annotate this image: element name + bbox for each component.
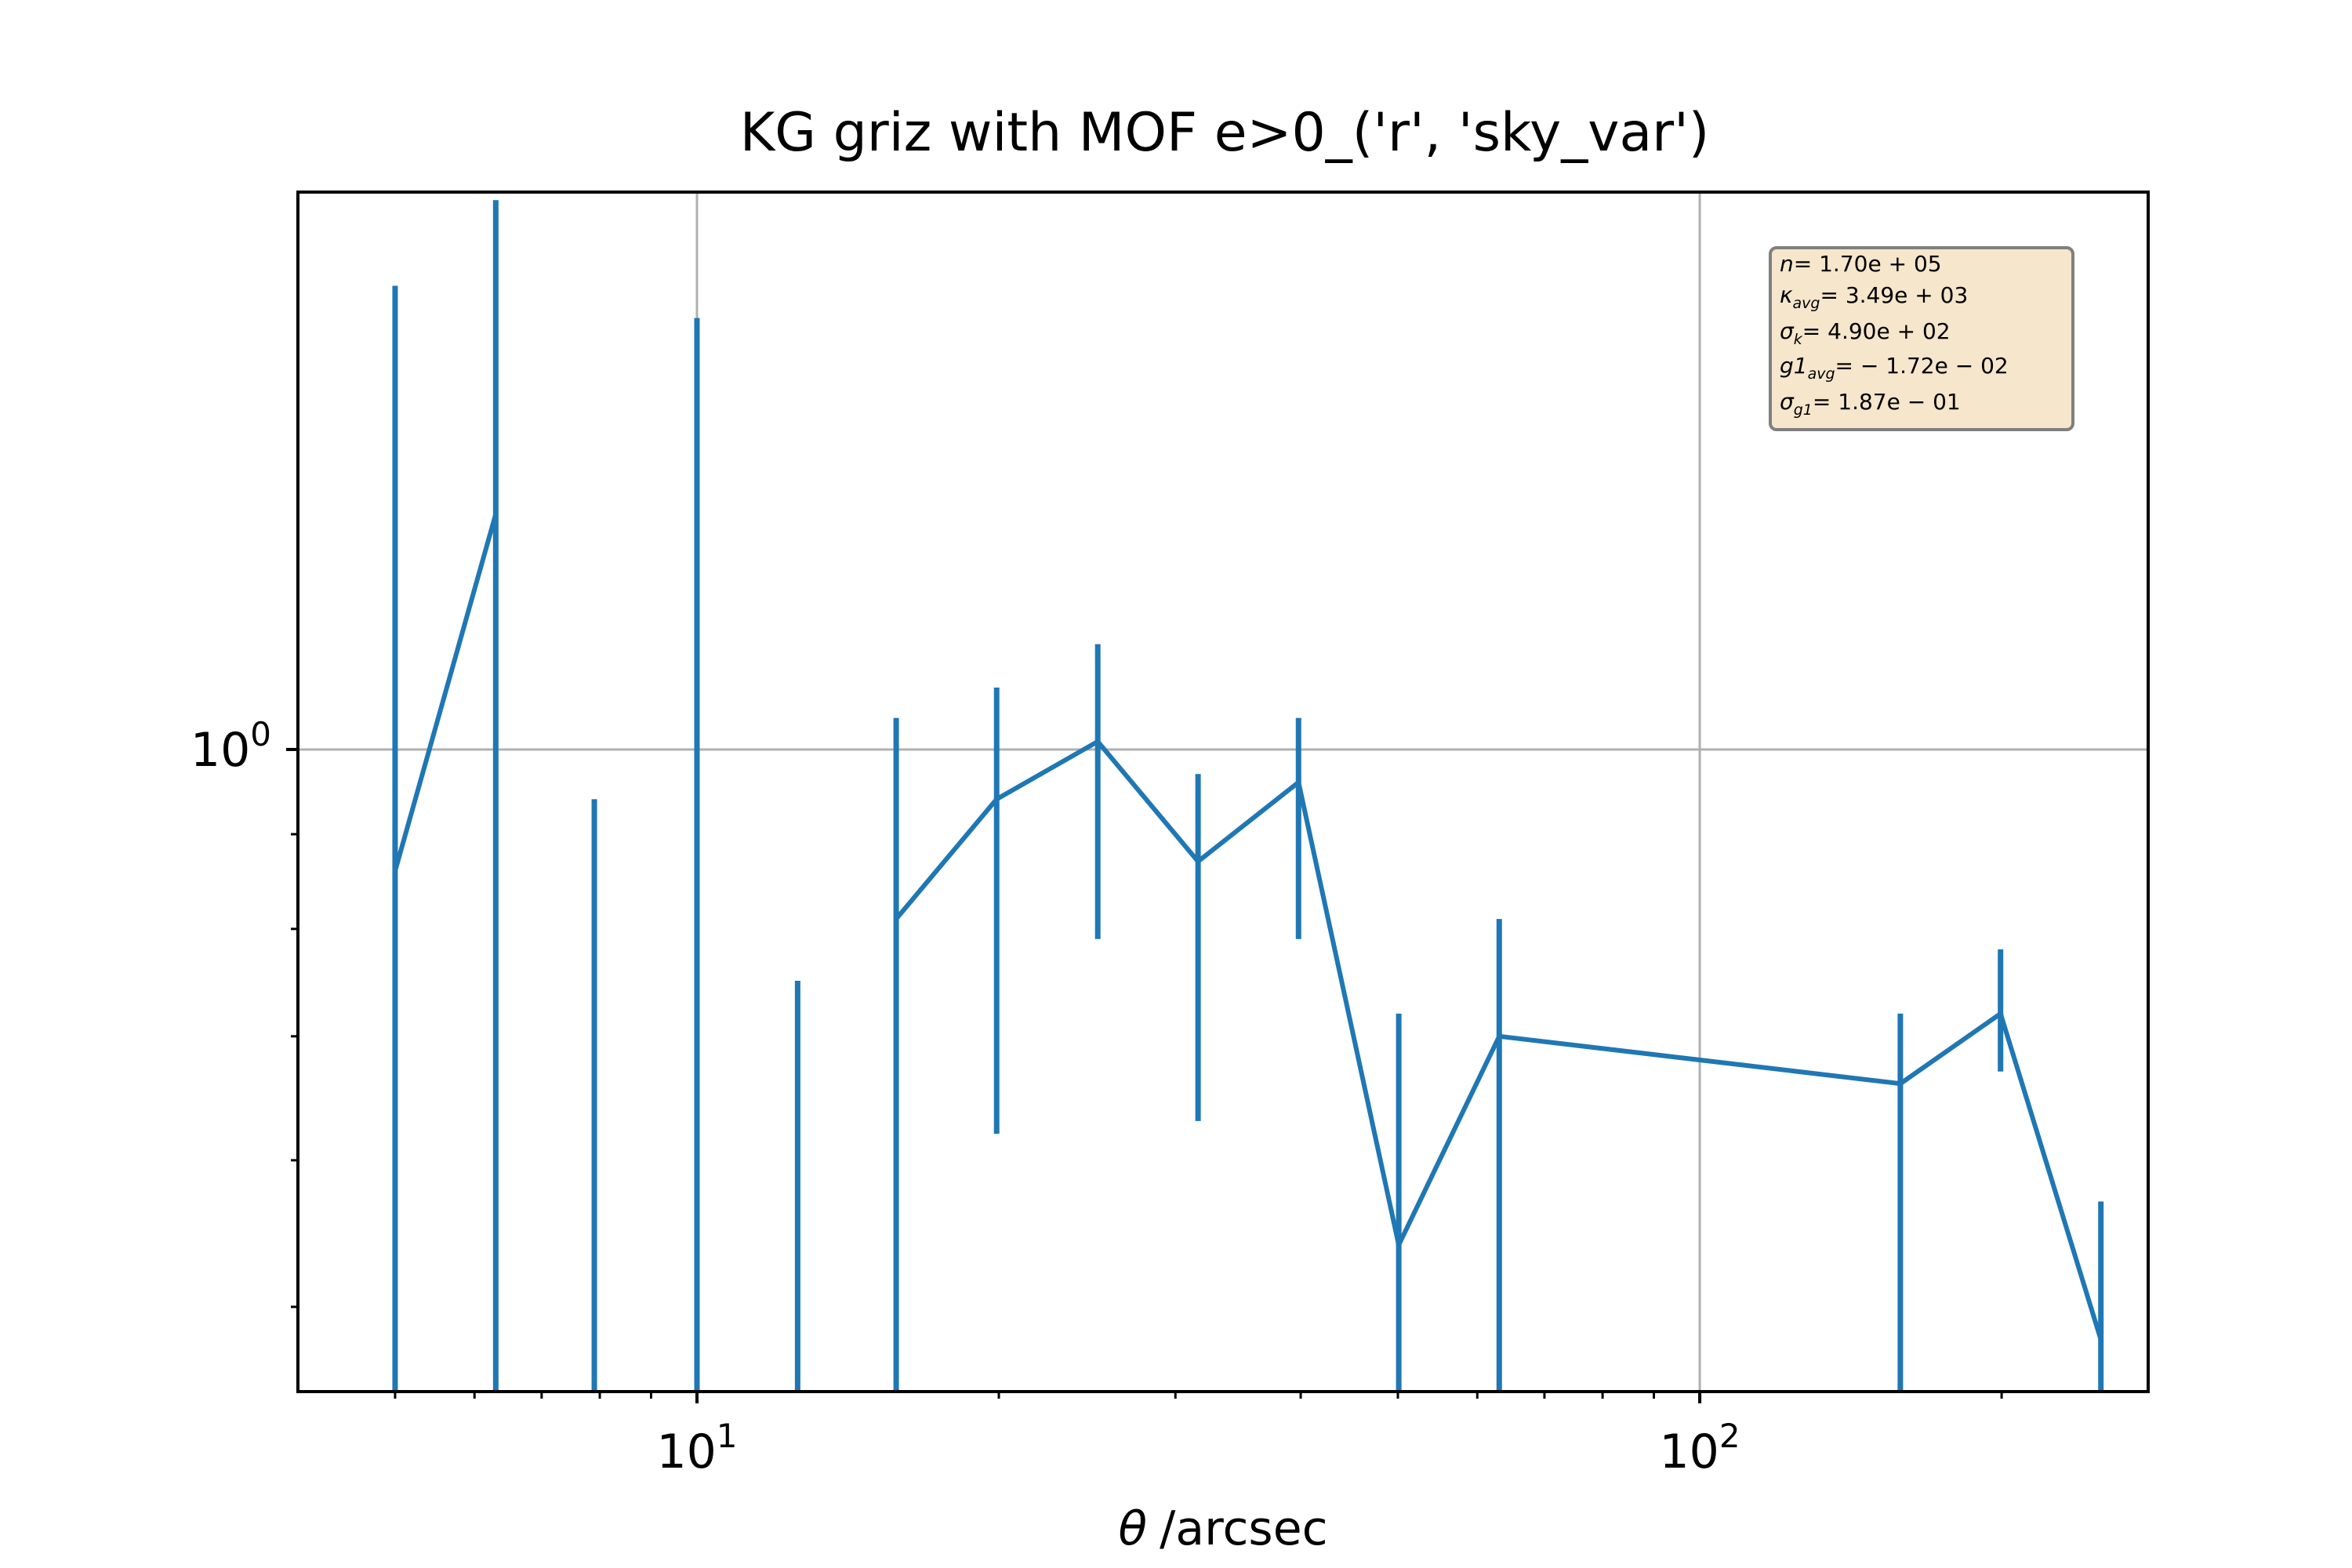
- chart-title: KG griz with MOF e>0_('r', 'sky_var'): [740, 102, 1710, 164]
- x-axis-label: θ/arcsec: [1118, 1501, 1327, 1556]
- x-tick-label-0: 101: [656, 1417, 737, 1479]
- axes-frame: [296, 191, 2150, 1393]
- minor-ticks: [291, 833, 2003, 1399]
- y-axis-ticks: 100: [191, 715, 298, 778]
- stats-line-g1-avg: g1avg= − 1.72e − 02: [1780, 353, 2009, 383]
- plot-area: [392, 200, 2104, 1392]
- series-line-segment-0: [393, 513, 499, 872]
- stats-line-n: n= 1.70e + 05: [1780, 251, 1942, 277]
- stats-box: n= 1.70e + 05 κavg= 3.49e + 03 σk= 4.90e…: [1769, 246, 2074, 431]
- y-tick-label-0: 100: [191, 715, 271, 778]
- stats-box-frame: [1769, 246, 2074, 431]
- stats-line-kappa-avg: κavg= 3.49e + 03: [1780, 282, 1968, 312]
- x-axis-ticks: 101 102: [656, 1392, 1740, 1479]
- stats-line-sigma-g1: σg1= 1.87e − 01: [1780, 389, 1961, 419]
- x-tick-label-1: 102: [1660, 1417, 1740, 1479]
- x-axis-label-text: /arcsec: [1160, 1501, 1327, 1556]
- stats-line-sigma-k: σk= 4.90e + 02: [1780, 318, 1951, 348]
- series-line-segment-1: [894, 738, 2103, 1341]
- x-axis-label-symbol: θ: [1118, 1501, 1147, 1556]
